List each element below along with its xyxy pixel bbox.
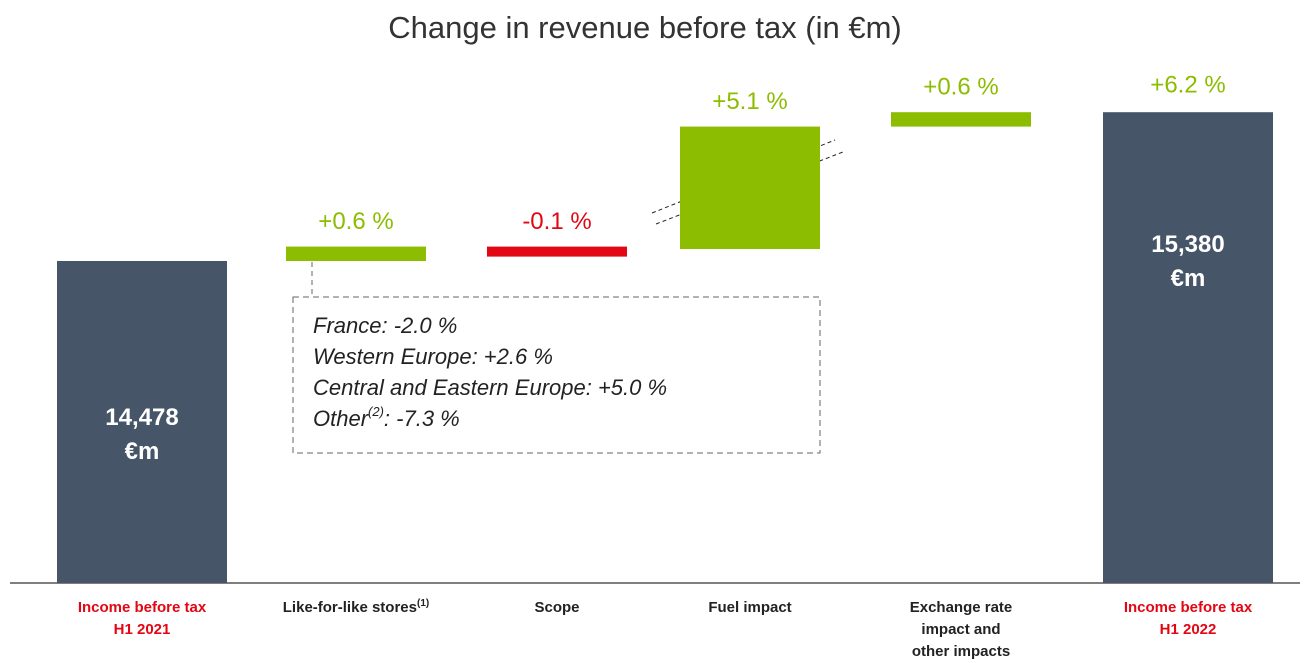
x-tick-label: H1 2021 xyxy=(114,621,171,638)
x-tick-label: Income before tax xyxy=(78,599,207,616)
annotation-box xyxy=(292,296,821,454)
change-bar xyxy=(487,246,627,257)
change-bar xyxy=(680,126,820,249)
value-label: +5.1 % xyxy=(712,88,787,115)
total-label: 15,380 €m xyxy=(1151,232,1224,293)
annotation-line: France: -2.0 % xyxy=(313,313,457,338)
change-bar xyxy=(286,246,426,261)
total-change-label: +6.2 % xyxy=(1150,72,1225,99)
x-tick-label: impact and xyxy=(921,621,1000,638)
annotation-line: Western Europe: +2.6 % xyxy=(313,344,553,369)
value-label: -0.1 % xyxy=(522,208,591,235)
annotation-line: Central and Eastern Europe: +5.0 % xyxy=(313,375,667,400)
total-label: 14,478 €m xyxy=(105,404,178,465)
annotation-text: : -7.3 % xyxy=(384,406,460,431)
change-bar xyxy=(891,112,1031,127)
value-label: +0.6 % xyxy=(318,208,393,235)
x-tick-label: Like-for-like stores(1) xyxy=(283,598,429,616)
footnote-mark: (1) xyxy=(417,598,429,609)
x-tick-label: other impacts xyxy=(912,643,1010,660)
annotation-text: Other xyxy=(313,406,370,431)
x-tick-label: Exchange rate xyxy=(910,599,1013,616)
footnote-mark: (2) xyxy=(368,404,384,419)
x-tick-label: Fuel impact xyxy=(708,599,791,616)
total-bar xyxy=(1103,112,1273,583)
value-label: +0.6 % xyxy=(923,74,998,101)
chart-title: Change in revenue before tax (in €m) xyxy=(388,10,902,45)
x-tick-label: Income before tax xyxy=(1124,599,1253,616)
annotation-line: Other(2): -7.3 % xyxy=(313,404,460,430)
x-tick-label: Scope xyxy=(534,599,579,616)
x-tick-label-text: Like-for-like stores xyxy=(283,599,417,616)
x-tick-label: H1 2022 xyxy=(1160,621,1217,638)
total-bar xyxy=(57,261,227,583)
